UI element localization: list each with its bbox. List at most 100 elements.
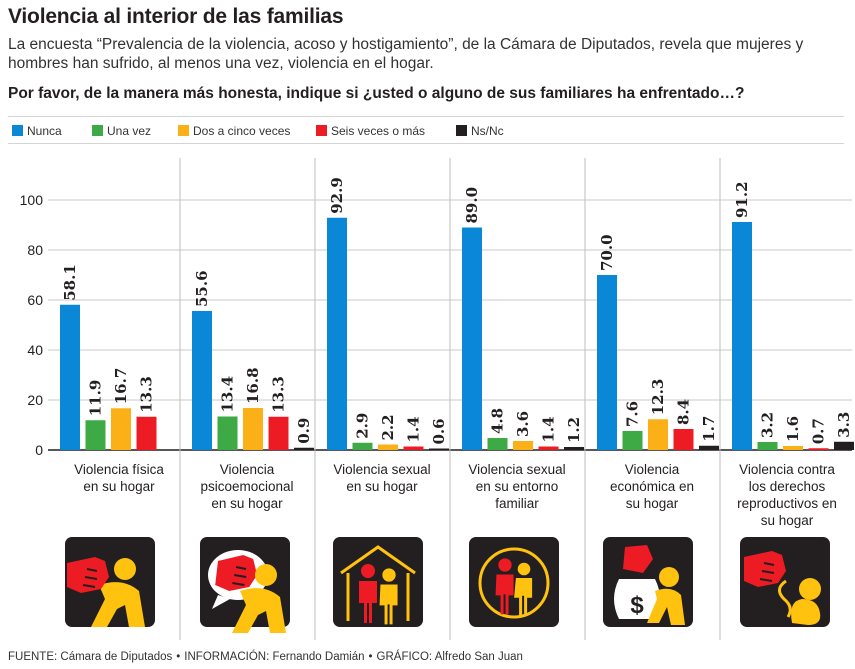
psychoemotional-violence-icon (200, 537, 290, 633)
dollar-icon: $ (630, 592, 644, 619)
y-tick-label: 60 (27, 292, 43, 308)
icon-part (232, 566, 247, 586)
category-label-line: su hogar (626, 496, 679, 511)
bar (487, 438, 508, 450)
category-label: Violencia sexual en su hogar (333, 462, 430, 494)
bar (294, 447, 314, 450)
legend-swatch-icon (178, 125, 189, 136)
bar (732, 222, 752, 450)
footer-information: INFORMACIÓN: Fernando Damián (184, 651, 365, 663)
icon-part (212, 595, 230, 609)
icon-part (379, 584, 398, 625)
icon-part (478, 547, 550, 619)
icon-part (659, 567, 679, 587)
bar-value-label: 1.6 (784, 416, 802, 442)
page-title: Violencia al interior de las familias (8, 5, 344, 28)
legend-label: Dos a cinco veces (193, 124, 291, 138)
bar-value-label: 0.7 (810, 418, 828, 444)
legend-swatch-icon (12, 125, 23, 136)
legend-swatch-icon (456, 125, 467, 136)
icon-part (359, 581, 377, 623)
bar-value-label: 1.4 (405, 416, 423, 442)
category-label-line: en su hogar (346, 479, 418, 494)
icon-part (517, 562, 531, 576)
bar-value-label: 58.1 (61, 264, 79, 301)
bar (699, 445, 719, 450)
bar-value-label: 3.6 (514, 411, 532, 437)
icon-part (744, 551, 786, 587)
legend-label: Nunca (27, 124, 62, 138)
legend-item-seis-o-mas: Seis veces o más (316, 124, 425, 138)
category-label-line: Violencia contra (739, 462, 835, 477)
bar (192, 311, 212, 450)
bar-value-label: 91.2 (733, 181, 751, 218)
survey-question: Por favor, de la manera más honesta, ind… (8, 85, 745, 102)
bar (429, 448, 449, 450)
bar-value-label: 92.9 (328, 177, 346, 214)
physical-violence-icon (65, 537, 155, 627)
y-tick-label: 0 (35, 442, 43, 458)
bar (808, 448, 829, 450)
icon-part (232, 588, 286, 633)
bar-value-label: 2.2 (379, 414, 397, 440)
footer-source: FUENTE: Cámara de Diputados (8, 651, 173, 663)
bar-value-label: 70.0 (598, 234, 616, 271)
icon-part (67, 557, 109, 593)
icon-part (91, 582, 145, 627)
sexual-violence-home-icon (333, 537, 423, 627)
icon-part (114, 558, 136, 580)
legend-label: Seis veces o más (331, 124, 426, 138)
icon-part (498, 558, 512, 572)
category-label: Violencia contra los derechos reproductivo… (737, 462, 837, 528)
icon-part (82, 568, 98, 588)
bar (403, 446, 424, 450)
footer-graphic: GRÁFICO: Alfredo San Juan (376, 651, 523, 663)
sexual-violence-family-icon (469, 537, 559, 627)
bar-value-label: 0.9 (295, 418, 313, 444)
reproductive-rights-violence-icon (740, 537, 830, 627)
category-label-line: Violencia sexual (333, 462, 430, 477)
icon-part (514, 578, 533, 616)
footer-separator: • (368, 651, 373, 663)
legend-item-dos-a-cinco: Dos a cinco veces (178, 124, 290, 138)
legend-item-ns-nc: Ns/Nc (456, 124, 504, 138)
bar-value-label: 16.7 (112, 368, 130, 405)
bar-value-label: 12.3 (649, 379, 667, 416)
icon-part (346, 573, 410, 621)
bar (268, 416, 289, 450)
bar-value-label: 2.9 (354, 413, 372, 439)
chart-legend: Nunca Una vez Dos a cinco veces Seis vec… (8, 116, 844, 144)
icon-part (361, 564, 375, 578)
bar (327, 217, 347, 450)
category-label-line: en su hogar (211, 496, 283, 511)
bar-value-label: 3.3 (835, 412, 853, 438)
bar (538, 446, 559, 450)
bar-value-label: 1.7 (700, 416, 718, 442)
category-label-line: su hogar (761, 513, 814, 528)
bar (217, 416, 238, 450)
icon-part (759, 562, 775, 582)
bar-value-label: 0.6 (430, 418, 448, 444)
icon-part (614, 579, 660, 619)
category-label-line: psicoemocional (200, 479, 293, 494)
bar (834, 441, 854, 450)
y-tick-label: 100 (20, 192, 44, 208)
legend-item-nunca: Nunca (12, 124, 62, 138)
bar (136, 416, 157, 450)
bar-value-label: 4.8 (489, 408, 507, 434)
bar-value-label: 1.4 (540, 416, 558, 442)
bar-value-label: 7.6 (624, 401, 642, 427)
legend-swatch-icon (92, 125, 103, 136)
bar (757, 442, 778, 450)
category-label: Violencia psicoemocional en su hogar (200, 462, 293, 511)
credits-footer: FUENTE: Cámara de Diputados • INFORMACIÓN:… (8, 651, 523, 663)
bar (622, 431, 643, 450)
y-tick-label: 20 (27, 392, 43, 408)
icon-part (215, 555, 258, 591)
category-label-line: Violencia sexual (468, 462, 565, 477)
category-label-line: familiar (495, 496, 539, 511)
bar (85, 420, 106, 450)
legend-label: Una vez (107, 124, 152, 138)
legend-swatch-icon (316, 125, 327, 136)
economic-violence-icon: $ (603, 537, 693, 627)
